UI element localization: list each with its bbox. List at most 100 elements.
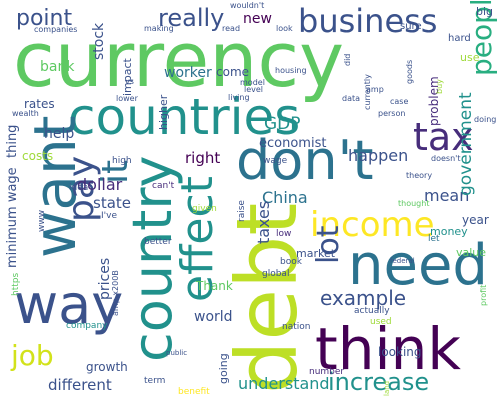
cloud-word-really: really bbox=[158, 4, 225, 32]
cloud-word-market: market bbox=[296, 247, 336, 260]
cloud-word-www: www bbox=[37, 209, 47, 232]
cloud-word-theory: theory bbox=[406, 171, 433, 180]
cloud-word-idea: idea bbox=[69, 183, 89, 193]
cloud-word-company: company bbox=[66, 321, 108, 331]
cloud-word-book: book bbox=[280, 257, 302, 267]
cloud-word-gdp: GDP bbox=[264, 114, 301, 134]
cloud-word-think: think bbox=[315, 315, 461, 383]
cloud-word-living: living bbox=[228, 93, 250, 102]
cloud-word-business: business bbox=[298, 2, 438, 40]
cloud-word-year: year bbox=[462, 213, 489, 227]
cloud-word-different: different bbox=[48, 376, 112, 394]
cloud-word-example: example bbox=[320, 286, 407, 310]
cloud-word-world: world bbox=[194, 309, 233, 325]
cloud-word-lower: lower bbox=[116, 94, 138, 103]
cloud-word-new: new bbox=[243, 11, 272, 27]
cloud-word-currency: currency bbox=[13, 15, 345, 104]
cloud-word-doing: doing bbox=[474, 115, 497, 124]
cloud-word-number: number bbox=[309, 367, 345, 377]
cloud-word-cant: can't bbox=[152, 181, 175, 191]
cloud-word-value: value bbox=[456, 246, 487, 259]
cloud-word-level: level bbox=[244, 85, 264, 94]
cloud-word-actually: actually bbox=[354, 306, 390, 316]
cloud-word-model: model bbox=[240, 78, 265, 87]
cloud-word-let: let bbox=[428, 234, 440, 244]
cloud-word-increase: increase bbox=[328, 368, 430, 396]
cloud-word-hard: hard bbox=[448, 33, 471, 44]
cloud-word-worker: worker bbox=[164, 65, 212, 81]
cloud-word-prices: prices bbox=[97, 257, 113, 300]
cloud-word-amp: amp bbox=[366, 85, 384, 94]
cloud-word-thought: thought bbox=[398, 199, 430, 208]
cloud-word-come: come bbox=[216, 65, 250, 79]
cloud-word-low: low bbox=[276, 229, 292, 239]
cloud-word-big: big bbox=[476, 5, 494, 18]
cloud-word-person: person bbox=[378, 109, 406, 118]
cloud-word-help: help bbox=[44, 126, 75, 142]
cloud-word-high: high bbox=[112, 156, 132, 166]
cloud-word-looking: looking bbox=[378, 345, 422, 359]
cloud-word-term: term bbox=[144, 376, 166, 386]
cloud-word-job: job bbox=[11, 339, 54, 372]
cloud-word-thing: thing bbox=[5, 124, 20, 158]
cloud-word-tax: tax bbox=[413, 115, 474, 159]
cloud-word-making: making bbox=[144, 24, 174, 33]
cloud-word-profit: profit bbox=[479, 284, 488, 306]
cloud-word-public: public bbox=[166, 349, 188, 357]
cloud-word-happen: happen bbox=[348, 146, 409, 165]
cloud-word-money: money bbox=[430, 225, 468, 238]
cloud-word-doesnt: doesn't bbox=[431, 154, 461, 163]
cloud-word-use: use bbox=[460, 51, 480, 64]
cloud-word-way: way bbox=[14, 273, 124, 336]
cloud-word-understand: understand bbox=[238, 374, 330, 393]
cloud-word-look: look bbox=[276, 24, 293, 33]
cloud-word-nation: nation bbox=[282, 322, 311, 332]
cloud-word-goods: goods bbox=[405, 59, 414, 84]
cloud-word-point: point bbox=[16, 6, 73, 31]
cloud-word-dont: don't bbox=[236, 129, 374, 192]
cloud-word-dollar: dollar bbox=[77, 175, 123, 194]
cloud-word-wage: wage bbox=[263, 156, 288, 166]
cloud-word-ive: I've bbox=[101, 211, 117, 221]
cloud-word-raise: raise bbox=[237, 200, 247, 222]
cloud-word-data: data bbox=[342, 94, 361, 103]
cloud-word-countries: countries bbox=[68, 88, 301, 146]
cloud-word-bank: bank bbox=[40, 59, 75, 75]
cloud-word-income: income bbox=[310, 205, 435, 245]
cloud-word-right: right bbox=[185, 149, 221, 167]
cloud-word-companies: companies bbox=[34, 25, 78, 34]
cloud-word-minimum-wage: minimum wage bbox=[5, 167, 20, 268]
cloud-word-higher: higher bbox=[157, 94, 170, 130]
cloud-word-https: https bbox=[11, 272, 21, 296]
cloud-word-case: case bbox=[390, 97, 409, 106]
cloud-word-state: state bbox=[93, 194, 131, 212]
cloud-word-buy: buy bbox=[435, 79, 444, 94]
cloud-word-wouldnt: wouldn't bbox=[230, 1, 265, 10]
cloud-word-costs: costs bbox=[22, 149, 54, 163]
cloud-word-global: global bbox=[262, 269, 290, 279]
cloud-word-amp-x200b: amp x200B bbox=[111, 270, 120, 316]
cloud-word-mean: mean bbox=[424, 186, 470, 205]
cloud-word-wealth: wealth bbox=[12, 109, 39, 118]
cloud-word-sure: sure bbox=[400, 21, 422, 32]
cloud-word-read: read bbox=[222, 24, 241, 33]
cloud-word-used: used bbox=[370, 317, 392, 327]
cloud-word-growth: growth bbox=[86, 360, 128, 374]
cloud-word-thank: Thank bbox=[196, 279, 233, 293]
cloud-word-vs: vs bbox=[125, 77, 134, 86]
cloud-word-housing: housing bbox=[275, 66, 307, 75]
cloud-word-government: government bbox=[456, 92, 476, 196]
cloud-word-china: China bbox=[262, 188, 308, 207]
cloud-word-land: land bbox=[383, 380, 391, 396]
cloud-word-going: going bbox=[217, 353, 230, 384]
cloud-word-stock: stock bbox=[91, 22, 107, 60]
cloud-word-did: did bbox=[343, 53, 352, 66]
cloud-word-better: better bbox=[144, 237, 172, 247]
cloud-word-need: need bbox=[348, 233, 488, 298]
cloud-word-economist: economist bbox=[259, 136, 327, 151]
cloud-word-rates: rates bbox=[24, 97, 55, 111]
cloud-word-benefit: benefit bbox=[178, 387, 210, 397]
cloud-word-taxes: taxes bbox=[254, 200, 273, 244]
cloud-word-federal: federal bbox=[390, 257, 415, 265]
